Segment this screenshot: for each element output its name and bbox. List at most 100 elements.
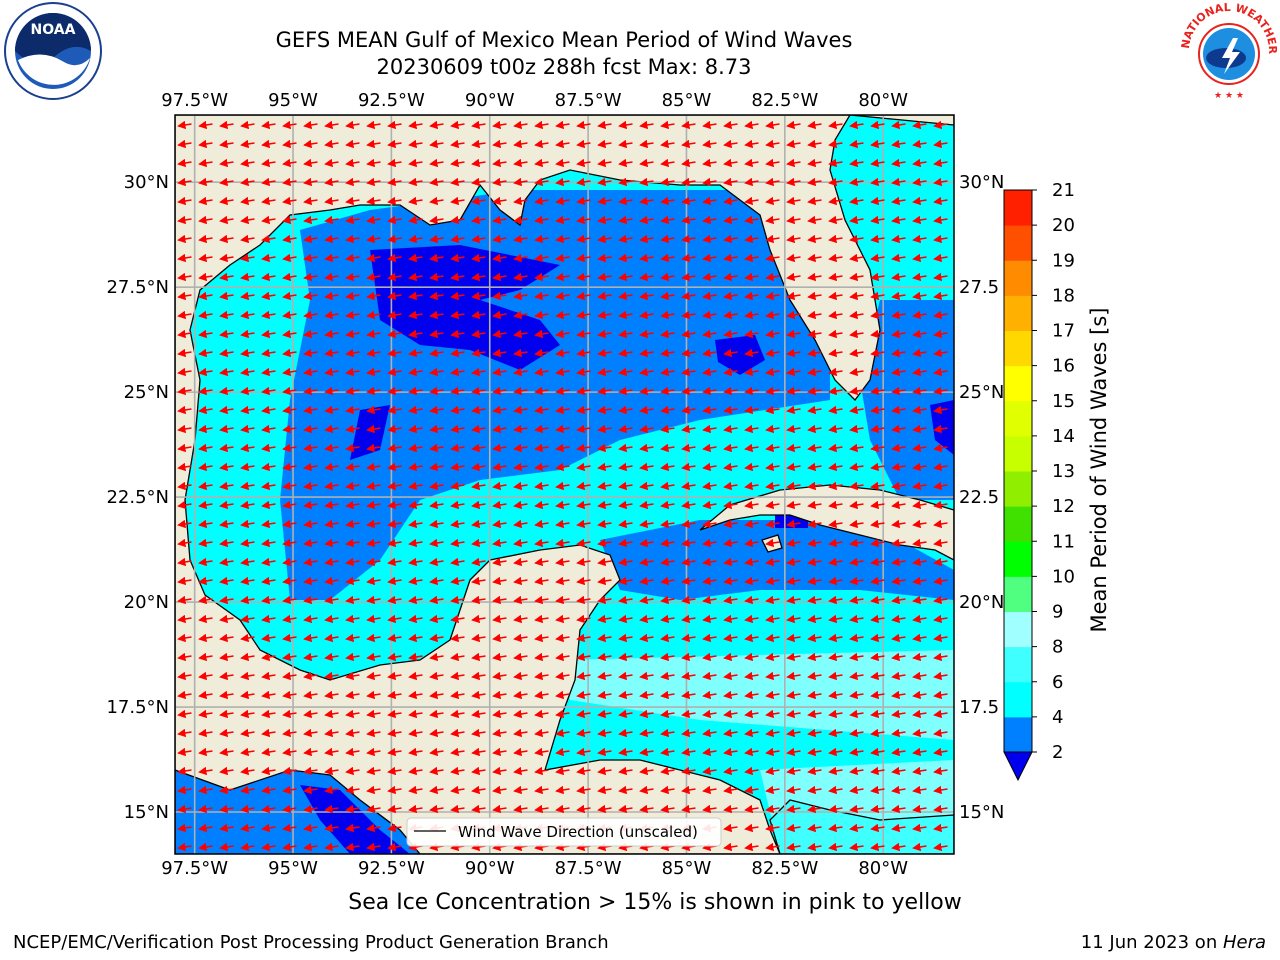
wind-arrow	[492, 405, 507, 415]
wind-arrow	[828, 329, 843, 339]
wind-arrow	[744, 158, 759, 168]
wind-arrow	[576, 557, 591, 567]
wind-arrow	[849, 272, 864, 282]
wind-arrow	[513, 329, 528, 339]
wind-arrow	[492, 557, 507, 567]
wind-arrow	[576, 329, 591, 339]
wind-arrow	[387, 443, 402, 453]
wind-arrow	[702, 424, 717, 434]
wind-arrow	[261, 405, 276, 415]
wind-arrow	[702, 272, 717, 282]
wind-arrow	[555, 272, 570, 282]
wind-arrow	[177, 500, 192, 510]
wind-arrow	[450, 120, 465, 130]
wind-arrow	[744, 139, 759, 149]
wind-arrow	[450, 462, 465, 472]
footer-host: Hera	[1222, 932, 1266, 953]
colorbar-tick-label: 16	[1052, 356, 1075, 377]
wind-arrow	[723, 329, 738, 339]
wind-arrow	[702, 405, 717, 415]
wind-arrow	[366, 177, 381, 187]
wind-arrow	[240, 405, 255, 415]
wind-arrow	[408, 310, 423, 320]
wind-arrow	[933, 196, 948, 206]
wind-arrow	[912, 253, 927, 263]
wind-arrow	[198, 557, 213, 567]
wind-arrow	[177, 462, 192, 472]
wind-arrow	[765, 424, 780, 434]
wind-arrow	[534, 139, 549, 149]
wind-arrow	[639, 443, 654, 453]
wind-arrow	[450, 310, 465, 320]
wind-arrow	[681, 424, 696, 434]
wind-arrow	[429, 272, 444, 282]
wind-arrow	[471, 234, 486, 244]
wind-arrow	[282, 139, 297, 149]
wind-arrow	[450, 158, 465, 168]
wind-arrow	[891, 367, 906, 377]
lon-tick-label-bottom: 85°W	[662, 858, 712, 879]
wind-arrow	[261, 386, 276, 396]
wind-arrow	[303, 139, 318, 149]
wind-arrow	[534, 367, 549, 377]
wind-arrow	[933, 158, 948, 168]
wind-arrow	[681, 139, 696, 149]
wind-arrow	[639, 519, 654, 529]
wind-arrow	[303, 519, 318, 529]
wind-arrow	[765, 120, 780, 130]
wind-arrow	[387, 329, 402, 339]
lon-tick-label-top: 92.5°W	[358, 90, 425, 111]
wind-arrow	[303, 481, 318, 491]
wind-arrow	[702, 367, 717, 377]
wind-arrow	[765, 253, 780, 263]
wind-arrow	[408, 538, 423, 548]
wind-arrow	[555, 120, 570, 130]
wind-arrow	[492, 139, 507, 149]
colorbar-tick-label: 11	[1052, 531, 1075, 552]
lat-tick-label-right: 25°N	[959, 382, 1004, 403]
wind-arrow	[345, 291, 360, 301]
wind-arrow	[471, 557, 486, 567]
wind-arrow	[261, 139, 276, 149]
wind-arrow	[576, 348, 591, 358]
wind-arrow	[576, 500, 591, 510]
wind-arrow	[744, 462, 759, 472]
wind-arrow	[744, 481, 759, 491]
wind-arrow	[576, 120, 591, 130]
wind-arrow	[597, 139, 612, 149]
wind-arrow	[261, 424, 276, 434]
wind-arrow	[849, 500, 864, 510]
wind-arrow	[849, 424, 864, 434]
wind-arrow	[471, 367, 486, 377]
wind-arrow	[345, 405, 360, 415]
wind-arrow	[618, 462, 633, 472]
wind-arrow	[723, 120, 738, 130]
wind-arrow	[513, 500, 528, 510]
wind-arrow	[555, 424, 570, 434]
wind-arrow	[177, 158, 192, 168]
wind-arrow	[933, 139, 948, 149]
lat-tick-label-left: 17.5°N	[106, 697, 169, 718]
wind-arrow	[555, 462, 570, 472]
wind-arrow	[261, 367, 276, 377]
colorbar-tick-label: 20	[1052, 215, 1075, 236]
wind-arrow	[681, 234, 696, 244]
lon-tick-label-bottom: 90°W	[465, 858, 515, 879]
wind-arrow	[387, 405, 402, 415]
wind-arrow	[324, 481, 339, 491]
colorbar-tick-label: 12	[1052, 496, 1075, 517]
wind-arrow	[534, 253, 549, 263]
wind-arrow	[891, 196, 906, 206]
wind-arrow	[849, 120, 864, 130]
wind-arrow	[723, 310, 738, 320]
wind-arrow	[387, 538, 402, 548]
wind-arrow	[765, 215, 780, 225]
wind-arrow	[408, 120, 423, 130]
wind-arrow	[282, 253, 297, 263]
wind-arrow	[555, 291, 570, 301]
wind-arrow	[513, 272, 528, 282]
wind-arrow	[912, 234, 927, 244]
wind-arrow	[576, 139, 591, 149]
wind-arrow	[450, 424, 465, 434]
wind-arrow	[555, 234, 570, 244]
